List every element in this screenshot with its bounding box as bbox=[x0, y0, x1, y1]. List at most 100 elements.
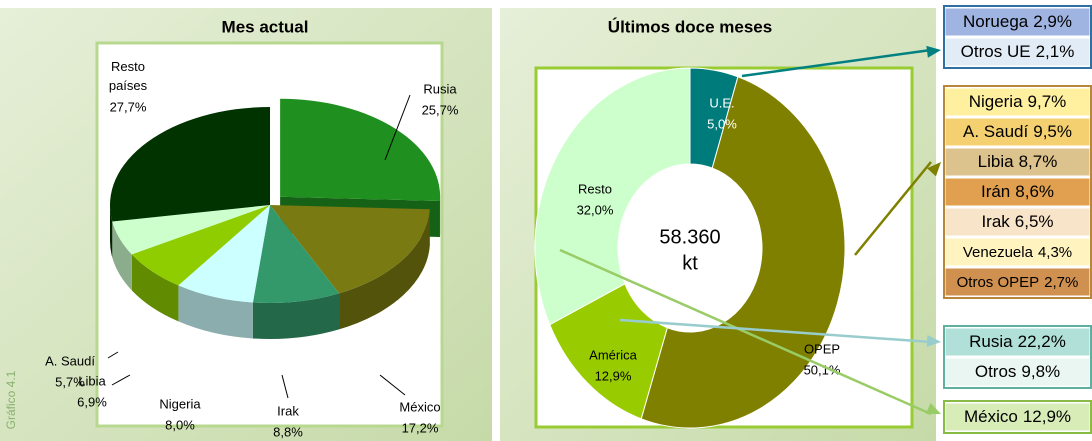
pie-side bbox=[110, 205, 113, 258]
breakdown-label: Noruega 2,9% bbox=[963, 12, 1072, 31]
pie-slice bbox=[280, 98, 441, 202]
breakdown-value: 4,3% bbox=[1038, 244, 1072, 261]
connector bbox=[741, 48, 932, 78]
segment-label: Resto bbox=[578, 181, 612, 196]
slice-label: Resto países bbox=[109, 59, 148, 93]
slice-value-label: 5,7% bbox=[55, 374, 85, 389]
breakdown-name: Otros UE bbox=[961, 42, 1031, 61]
segment-label: América bbox=[589, 347, 637, 362]
breakdown-name: Irak bbox=[981, 212, 1010, 231]
leader-line bbox=[281, 374, 289, 399]
breakdown-value: 9,5% bbox=[1033, 122, 1072, 141]
donut-segment bbox=[549, 283, 668, 420]
breakdown-value: 9,8% bbox=[1021, 362, 1060, 381]
breakdown-name: Venezuela bbox=[963, 244, 1034, 261]
breakdown-label: A. Saudí 9,5% bbox=[963, 122, 1072, 141]
breakdown-name: Irán bbox=[981, 182, 1010, 201]
leader-line bbox=[111, 374, 131, 386]
slice-value-label: 25,7% bbox=[422, 102, 459, 117]
breakdown-label: Otros UE 2,1% bbox=[961, 42, 1075, 61]
segment-value-label: 12,9% bbox=[595, 368, 632, 383]
slice-value-label: 8,8% bbox=[273, 424, 303, 439]
breakdown-box bbox=[944, 37, 1091, 67]
breakdown-group bbox=[943, 400, 1092, 434]
breakdown-value: 8,7% bbox=[1019, 152, 1058, 171]
breakdown-label: Libia 8,7% bbox=[978, 152, 1058, 171]
connector-arrowhead bbox=[926, 45, 941, 58]
breakdown-name: Libia bbox=[978, 152, 1014, 171]
breakdown-group bbox=[943, 85, 1092, 299]
connector bbox=[559, 248, 932, 416]
breakdown-name: Nigeria bbox=[969, 92, 1023, 111]
pie-slice bbox=[110, 107, 270, 222]
breakdown-value: 2,1% bbox=[1036, 42, 1075, 61]
pie-slice bbox=[178, 205, 270, 303]
breakdown-box bbox=[944, 357, 1091, 387]
connector bbox=[619, 318, 932, 344]
donut-segment bbox=[640, 76, 846, 429]
breakdown-value: 8,6% bbox=[1015, 182, 1054, 201]
breakdown-box bbox=[944, 117, 1091, 147]
slice-value-label: 6,9% bbox=[77, 394, 107, 409]
breakdown-label: Rusia 22,2% bbox=[969, 332, 1066, 351]
segment-value-label: 32,0% bbox=[577, 202, 614, 217]
breakdown-group bbox=[943, 325, 1092, 389]
breakdown-box bbox=[944, 147, 1091, 177]
donut-segment bbox=[534, 67, 691, 326]
breakdown-value: 9,7% bbox=[1028, 92, 1067, 111]
slice-label: Irak bbox=[277, 403, 299, 418]
connector bbox=[854, 161, 932, 256]
slice-label: Libia bbox=[78, 373, 106, 388]
pie-side bbox=[112, 221, 132, 291]
breakdown-box bbox=[944, 87, 1091, 117]
pie-slice bbox=[131, 205, 270, 286]
center-unit: kt bbox=[682, 252, 698, 274]
segment-label: OPEP bbox=[804, 341, 840, 356]
segment-value-label: 5,0% bbox=[707, 116, 737, 131]
breakdown-label: México 12,9% bbox=[964, 407, 1071, 426]
slice-label: Nigeria bbox=[159, 396, 201, 411]
breakdown-value: 12,9% bbox=[1023, 407, 1071, 426]
pie-slice bbox=[270, 205, 430, 294]
breakdown-box bbox=[944, 402, 1091, 432]
breakdown-box bbox=[944, 267, 1091, 297]
center-value: 58.360 bbox=[659, 226, 720, 248]
connector-arrowhead bbox=[927, 162, 941, 177]
breakdown-value: 2,7% bbox=[1044, 274, 1078, 291]
breakdown-label: Irak 6,5% bbox=[981, 212, 1053, 231]
breakdown-value: 6,5% bbox=[1015, 212, 1054, 231]
pie-side bbox=[252, 293, 340, 339]
pie-slice bbox=[112, 205, 270, 255]
breakdown-label: Otros OPEP 2,7% bbox=[957, 274, 1079, 291]
leader-line bbox=[379, 374, 406, 396]
slice-label: México bbox=[399, 399, 440, 414]
leader-line bbox=[107, 351, 119, 359]
breakdown-name: Rusia bbox=[969, 332, 1013, 351]
breakdown-name: Otros OPEP bbox=[957, 274, 1040, 291]
slice-label: Rusia bbox=[423, 81, 457, 96]
breakdown-box bbox=[944, 7, 1091, 37]
breakdown-box bbox=[944, 177, 1091, 207]
slice-value-label: 27,7% bbox=[110, 99, 147, 114]
breakdown-label: Otros 9,8% bbox=[975, 362, 1060, 381]
breakdown-value: 22,2% bbox=[1018, 332, 1066, 351]
connector-arrowhead bbox=[925, 402, 941, 414]
breakdown-value: 2,9% bbox=[1033, 12, 1072, 31]
pie-slice bbox=[252, 205, 340, 303]
connector-arrowhead bbox=[926, 335, 941, 348]
chart-title: Mes actual bbox=[222, 17, 309, 36]
slice-value-label: 17,2% bbox=[402, 420, 439, 435]
slice-value-label: 8,0% bbox=[165, 417, 195, 432]
breakdown-name: Noruega bbox=[963, 12, 1029, 31]
pie-side bbox=[339, 209, 430, 330]
breakdown-box bbox=[944, 237, 1091, 267]
segment-label: U.E. bbox=[709, 95, 734, 110]
pie-side bbox=[178, 285, 253, 339]
breakdown-name: México bbox=[964, 407, 1018, 426]
breakdown-box bbox=[944, 327, 1091, 357]
pie-side bbox=[131, 254, 179, 322]
breakdown-label: Venezuela 4,3% bbox=[963, 244, 1072, 261]
breakdown-label: Nigeria 9,7% bbox=[969, 92, 1067, 111]
chart-title: Últimos doce meses bbox=[608, 17, 772, 36]
